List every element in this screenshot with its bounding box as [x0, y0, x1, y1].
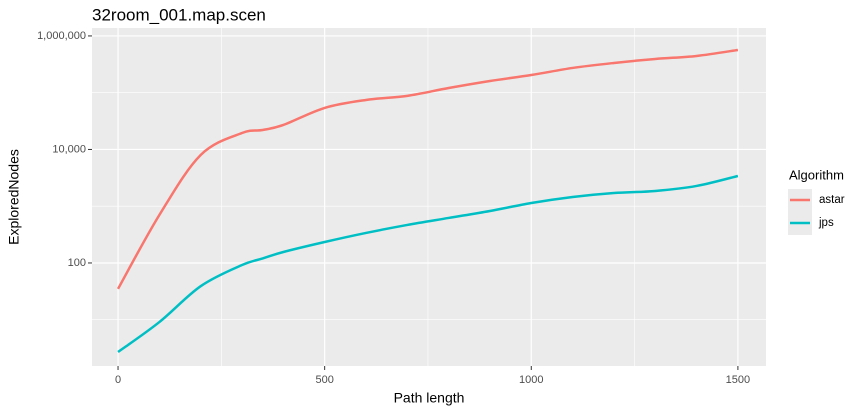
x-tick-label: 1000 [519, 374, 543, 386]
x-tick-label: 1500 [726, 374, 750, 386]
x-axis-title: Path length [394, 390, 465, 406]
legend-label: jps [818, 217, 834, 229]
y-tick-label: 1,000,000 [37, 30, 86, 42]
x-tick-label: 0 [115, 374, 121, 386]
y-tick-label: 100 [68, 257, 86, 269]
x-tick-label: 500 [315, 374, 333, 386]
legend-title: Algorithm [789, 167, 844, 182]
series-line [116, 48, 739, 290]
series-line [117, 174, 739, 354]
y-axis-title: ExploredNodes [6, 149, 22, 245]
y-tick-label: 10,000 [52, 143, 86, 155]
plot-panel [92, 28, 766, 366]
chart-title: 32room_001.map.scen [92, 5, 266, 24]
legend-label: astar [819, 194, 845, 206]
